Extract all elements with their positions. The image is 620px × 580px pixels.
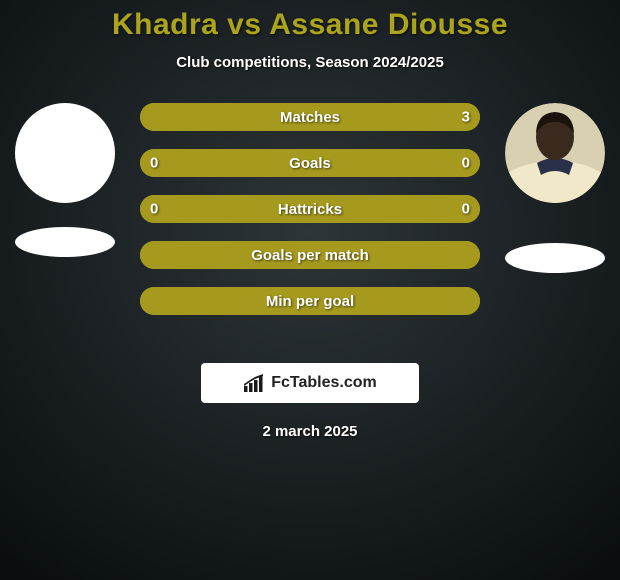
player-right-badge xyxy=(505,243,605,273)
player-left-column xyxy=(5,103,125,257)
date-text: 2 march 2025 xyxy=(0,423,620,440)
stat-value-right: 0 xyxy=(462,155,470,172)
stat-rows: 3 Matches 0 0 Goals 0 0 Hattricks Goals per matc… xyxy=(140,103,480,315)
stat-fill-right xyxy=(310,149,480,177)
player-right-avatar xyxy=(505,103,605,203)
stat-value-right: 0 xyxy=(462,201,470,218)
page-title: Khadra vs Assane Diousse xyxy=(0,8,620,42)
stat-label: Matches xyxy=(280,109,340,126)
stat-label: Min per goal xyxy=(266,293,354,310)
subtitle: Club competitions, Season 2024/2025 xyxy=(0,54,620,71)
stat-value-right: 3 xyxy=(462,109,470,126)
chart-icon xyxy=(243,374,265,392)
player-left-avatar xyxy=(15,103,115,203)
stat-row: 3 Matches xyxy=(140,103,480,131)
stat-label: Goals per match xyxy=(251,247,369,264)
player-left-badge xyxy=(15,227,115,257)
brand-text: FcTables.com xyxy=(271,374,377,392)
stat-fill-left xyxy=(140,149,310,177)
stats-area: 3 Matches 0 0 Goals 0 0 Hattricks Goals per matc… xyxy=(0,103,620,343)
stat-row: 0 0 Hattricks xyxy=(140,195,480,223)
stat-row: Min per goal xyxy=(140,287,480,315)
brand-box[interactable]: FcTables.com xyxy=(201,363,419,403)
stat-value-left: 0 xyxy=(150,201,158,218)
stat-row: Goals per match xyxy=(140,241,480,269)
stat-label: Hattricks xyxy=(278,201,342,218)
stat-label: Goals xyxy=(289,155,331,172)
stat-row: 0 0 Goals xyxy=(140,149,480,177)
player-right-column xyxy=(495,103,615,273)
stat-value-left: 0 xyxy=(150,155,158,172)
